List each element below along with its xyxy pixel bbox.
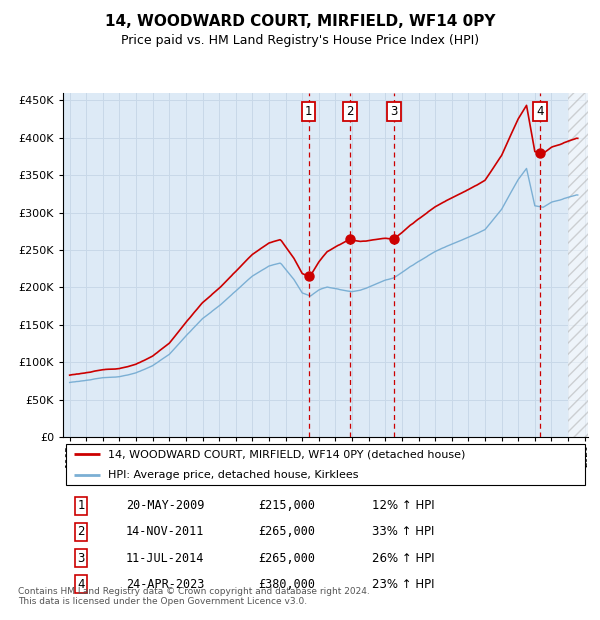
Text: 4: 4 — [77, 578, 85, 590]
14, WOODWARD COURT, MIRFIELD, WF14 0PY (detached house) — [139, 357, 146, 365]
Text: 14-NOV-2011: 14-NOV-2011 — [126, 526, 205, 538]
Text: Price paid vs. HM Land Registry's House Price Index (HPI): Price paid vs. HM Land Registry's House … — [121, 34, 479, 46]
14, WOODWARD COURT, MIRFIELD, WF14 0PY (detached house) — [209, 290, 216, 298]
Text: 2: 2 — [346, 105, 353, 118]
HPI: Average price, detached house, Kirklees: (2.02e+03, 2.76e+05): Average price, detached house, Kirklees:… — [479, 228, 486, 235]
Text: £380,000: £380,000 — [258, 578, 315, 590]
14, WOODWARD COURT, MIRFIELD, WF14 0PY (detached house) — [94, 367, 101, 374]
HPI: Average price, detached house, Kirklees: (2e+03, 7.84e+04): Average price, detached house, Kirklees:… — [94, 374, 101, 382]
HPI: Average price, detached house, Kirklees: (2.02e+03, 3.59e+05): Average price, detached house, Kirklees:… — [523, 165, 530, 172]
Text: 14, WOODWARD COURT, MIRFIELD, WF14 0PY: 14, WOODWARD COURT, MIRFIELD, WF14 0PY — [105, 14, 495, 29]
14, WOODWARD COURT, MIRFIELD, WF14 0PY (detached house) — [574, 135, 581, 142]
14, WOODWARD COURT, MIRFIELD, WF14 0PY (detached house) — [479, 178, 486, 185]
HPI: Average price, detached house, Kirklees: (2e+03, 1.68e+05): Average price, detached house, Kirklees:… — [209, 308, 216, 315]
Text: 23% ↑ HPI: 23% ↑ HPI — [372, 578, 434, 590]
Text: £215,000: £215,000 — [258, 500, 315, 512]
HPI: Average price, detached house, Kirklees: (2e+03, 7.98e+04): Average price, detached house, Kirklees:… — [103, 374, 110, 381]
Text: 2: 2 — [77, 526, 85, 538]
Text: 14, WOODWARD COURT, MIRFIELD, WF14 0PY (detached house): 14, WOODWARD COURT, MIRFIELD, WF14 0PY (… — [107, 449, 465, 459]
Text: HPI: Average price, detached house, Kirklees: HPI: Average price, detached house, Kirk… — [107, 469, 358, 480]
Text: 3: 3 — [390, 105, 398, 118]
Line: 14, WOODWARD COURT, MIRFIELD, WF14 0PY (detached house): 14, WOODWARD COURT, MIRFIELD, WF14 0PY (… — [70, 105, 578, 375]
Text: £265,000: £265,000 — [258, 526, 315, 538]
14, WOODWARD COURT, MIRFIELD, WF14 0PY (detached house) — [405, 223, 412, 230]
Text: 1: 1 — [77, 500, 85, 512]
FancyBboxPatch shape — [65, 444, 586, 485]
Text: 20-MAY-2009: 20-MAY-2009 — [126, 500, 205, 512]
HPI: Average price, detached house, Kirklees: (2.02e+03, 2.27e+05): Average price, detached house, Kirklees:… — [405, 264, 412, 272]
Text: 4: 4 — [536, 105, 544, 118]
Line: HPI: Average price, detached house, Kirklees: HPI: Average price, detached house, Kirk… — [70, 169, 578, 383]
Bar — [568, 93, 588, 437]
HPI: Average price, detached house, Kirklees: (2.03e+03, 3.24e+05): Average price, detached house, Kirklees:… — [574, 192, 581, 199]
Text: 12% ↑ HPI: 12% ↑ HPI — [372, 500, 434, 512]
Text: 3: 3 — [77, 552, 85, 564]
Text: 26% ↑ HPI: 26% ↑ HPI — [372, 552, 434, 564]
14, WOODWARD COURT, MIRFIELD, WF14 0PY (detached house) — [103, 366, 110, 373]
Text: 33% ↑ HPI: 33% ↑ HPI — [372, 526, 434, 538]
Text: Contains HM Land Registry data © Crown copyright and database right 2024.
This d: Contains HM Land Registry data © Crown c… — [18, 587, 370, 606]
Text: £265,000: £265,000 — [258, 552, 315, 564]
Text: 11-JUL-2014: 11-JUL-2014 — [126, 552, 205, 564]
14, WOODWARD COURT, MIRFIELD, WF14 0PY (detached house) — [523, 102, 530, 109]
HPI: Average price, detached house, Kirklees: (2e+03, 8.98e+04): Average price, detached house, Kirklees:… — [139, 366, 146, 374]
14, WOODWARD COURT, MIRFIELD, WF14 0PY (detached house) — [66, 371, 73, 379]
HPI: Average price, detached house, Kirklees: (2e+03, 7.3e+04): Average price, detached house, Kirklees:… — [66, 379, 73, 386]
Text: 24-APR-2023: 24-APR-2023 — [126, 578, 205, 590]
Text: 1: 1 — [305, 105, 313, 118]
